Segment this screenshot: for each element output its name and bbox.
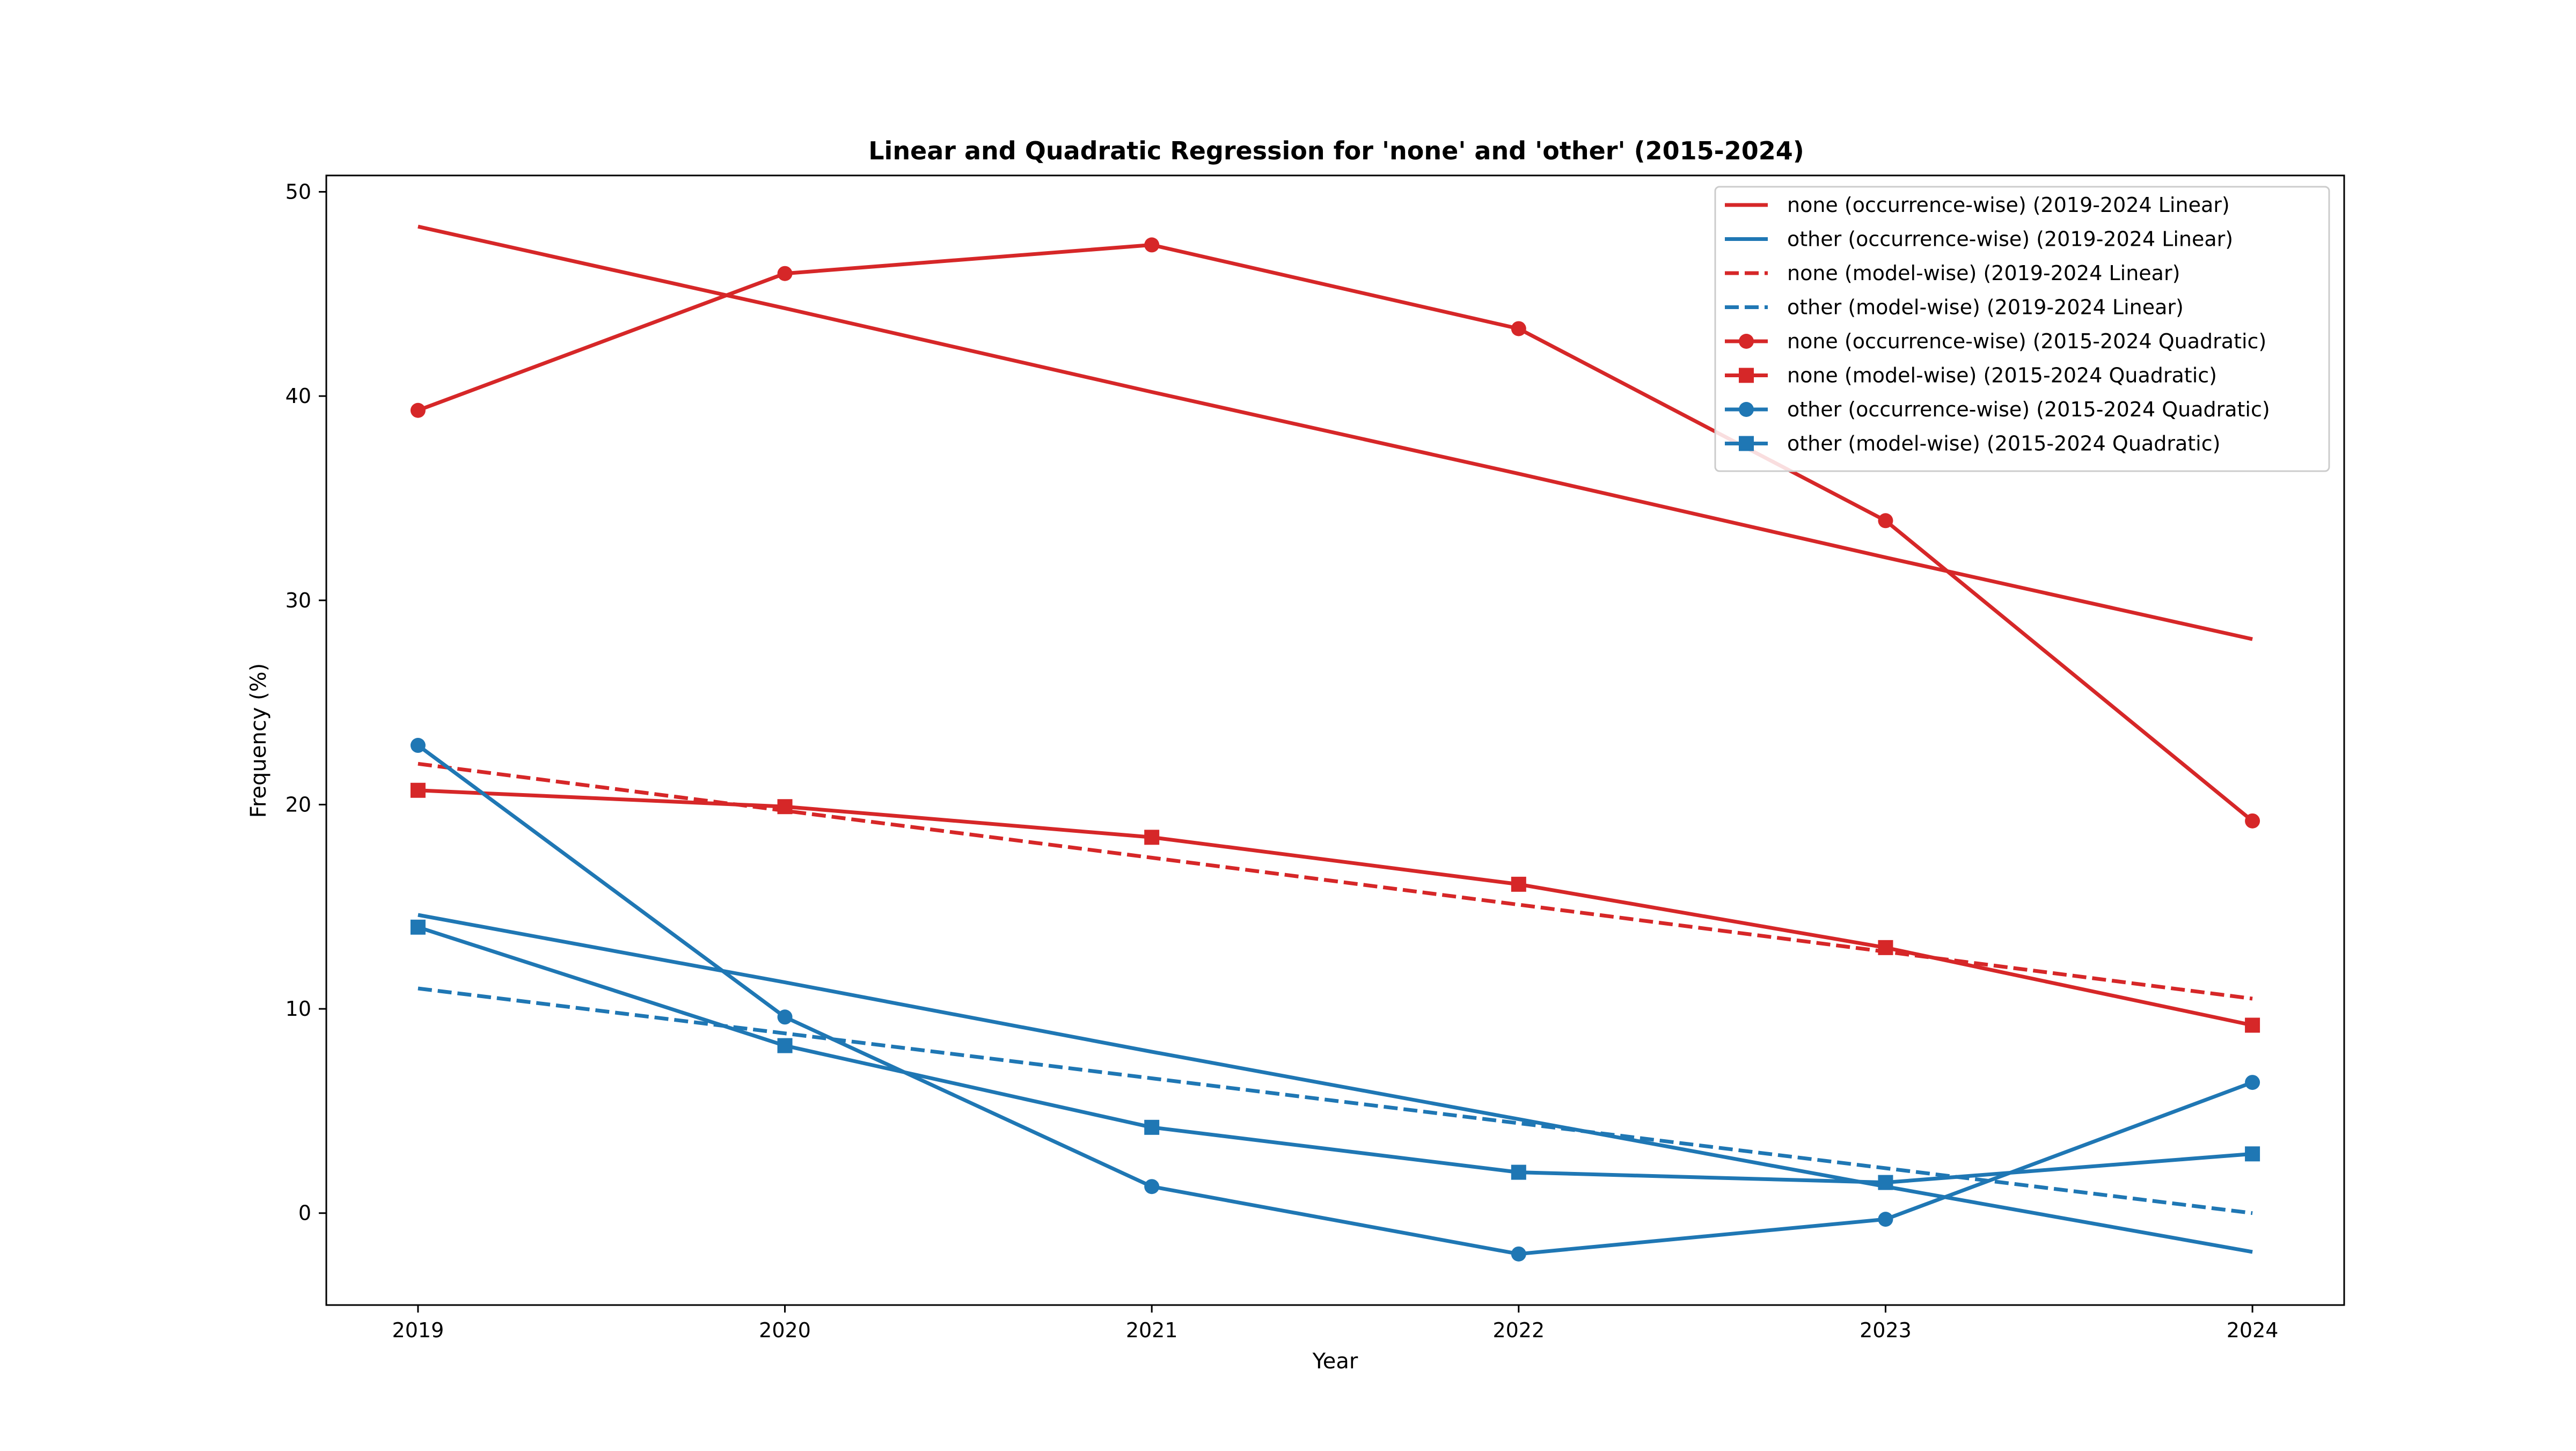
- series-line: [418, 761, 2253, 1001]
- legend-label: other (occurrence-wise) (2019-2024 Linea…: [1787, 228, 2233, 251]
- data-point: [1511, 876, 1526, 892]
- legend-item: none (model-wise) (2015-2024 Quadratic): [1725, 364, 2217, 387]
- chart-legend: none (occurrence-wise) (2019-2024 Linear…: [1714, 186, 2330, 472]
- legend-label: none (model-wise) (2015-2024 Quadratic): [1787, 364, 2217, 387]
- legend-label: other (model-wise) (2015-2024 Quadratic): [1787, 432, 2220, 456]
- series-none-model-wise-2019-2024-linear: [418, 761, 2253, 1001]
- x-tick-label: 2019: [392, 1318, 444, 1342]
- legend-item: none (model-wise) (2019-2024 Linear): [1725, 261, 2180, 285]
- data-point: [1511, 321, 1526, 336]
- data-point: [777, 1038, 793, 1053]
- data-point: [1144, 237, 1160, 253]
- legend-item: none (occurrence-wise) (2015-2024 Quadra…: [1725, 329, 2266, 353]
- legend-marker: [1739, 436, 1754, 451]
- chart-title: Linear and Quadratic Regression for 'non…: [868, 136, 1804, 165]
- legend-item: other (model-wise) (2019-2024 Linear): [1725, 296, 2184, 319]
- y-tick-label: 40: [286, 384, 311, 408]
- data-point: [410, 738, 426, 753]
- data-point: [2245, 1075, 2260, 1090]
- data-point: [2245, 813, 2260, 829]
- y-tick-label: 10: [286, 997, 311, 1021]
- data-point: [1878, 513, 1893, 529]
- series-line: [417, 925, 2253, 1185]
- legend-label: other (occurrence-wise) (2015-2024 Quadr…: [1787, 398, 2270, 421]
- legend-label: other (model-wise) (2019-2024 Linear): [1787, 296, 2184, 319]
- series-other-occurrence-wise-2015-2024-quadratic: [410, 738, 2260, 1262]
- series-line: [418, 986, 2253, 1215]
- series-line: [417, 243, 2254, 823]
- x-tick-label: 2021: [1126, 1318, 1178, 1342]
- x-tick-label: 2022: [1492, 1318, 1545, 1342]
- data-point: [1511, 1164, 1526, 1180]
- series-line: [418, 788, 2253, 1027]
- x-tick-label: 2020: [759, 1318, 811, 1342]
- series-other-model-wise-2015-2024-quadratic: [410, 919, 2260, 1190]
- data-point: [777, 1009, 793, 1025]
- series-none-occurrence-wise-2015-2024-quadratic: [410, 237, 2260, 829]
- series-line: [416, 744, 2253, 1256]
- x-tick-label: 2024: [2227, 1318, 2279, 1342]
- legend-box: [1714, 186, 2330, 472]
- y-tick-label: 30: [286, 589, 311, 612]
- data-point: [410, 782, 426, 798]
- data-point: [1144, 830, 1160, 845]
- legend-item: none (occurrence-wise) (2019-2024 Linear…: [1725, 193, 2230, 217]
- legend-label: none (model-wise) (2019-2024 Linear): [1787, 261, 2180, 285]
- y-axis-label: Frequency (%): [246, 663, 271, 818]
- data-point: [1144, 1179, 1160, 1194]
- plot-frame: [325, 174, 2345, 1306]
- x-tick-label: 2023: [1860, 1318, 1912, 1342]
- plot-area: [410, 224, 2260, 1262]
- data-point: [2245, 1017, 2260, 1033]
- y-tick-label: 0: [298, 1201, 311, 1225]
- data-point: [1144, 1119, 1160, 1135]
- data-point: [777, 799, 793, 815]
- legend-marker: [1739, 368, 1754, 383]
- y-tick-label: 50: [286, 180, 311, 203]
- legend-item: other (occurrence-wise) (2019-2024 Linea…: [1725, 228, 2233, 251]
- series-other-model-wise-2019-2024-linear: [418, 986, 2253, 1215]
- data-point: [1511, 1246, 1526, 1262]
- legend-item: other (occurrence-wise) (2015-2024 Quadr…: [1725, 398, 2270, 421]
- data-point: [2245, 1146, 2260, 1162]
- data-point: [777, 266, 793, 281]
- data-point: [1878, 1175, 1893, 1190]
- legend-label: none (occurrence-wise) (2015-2024 Quadra…: [1787, 329, 2266, 353]
- data-point: [410, 402, 426, 418]
- legend-label: none (occurrence-wise) (2019-2024 Linear…: [1787, 193, 2230, 217]
- series-none-model-wise-2015-2024-quadratic: [410, 782, 2260, 1033]
- x-axis-label: Year: [1312, 1349, 1358, 1374]
- x-axis: 2019 2020 2021 2022 2023 2024: [392, 1305, 2279, 1342]
- data-point: [1878, 940, 1893, 955]
- legend-marker: [1739, 334, 1754, 349]
- y-tick-label: 20: [286, 793, 311, 816]
- legend-item: other (model-wise) (2015-2024 Quadratic): [1725, 432, 2220, 456]
- data-point: [410, 919, 426, 935]
- legend-marker: [1739, 402, 1754, 417]
- data-point: [1878, 1212, 1893, 1227]
- y-axis: 0 10 20 30 40 50: [286, 180, 326, 1225]
